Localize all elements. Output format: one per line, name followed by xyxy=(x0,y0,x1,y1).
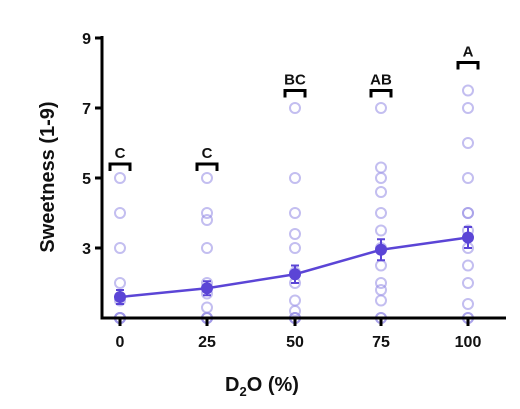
data-point xyxy=(289,294,301,307)
data-point xyxy=(462,207,474,219)
data-point xyxy=(114,172,126,184)
data-point xyxy=(375,102,387,114)
data-point xyxy=(462,102,474,114)
data-point xyxy=(462,172,474,184)
data-point xyxy=(375,224,387,237)
data-point xyxy=(375,277,387,289)
x-tick-label: 75 xyxy=(372,334,390,351)
significance-bracket xyxy=(456,61,480,70)
data-point xyxy=(462,84,474,97)
data-point xyxy=(375,172,387,184)
significance-label: BC xyxy=(284,72,306,89)
significance-bracket xyxy=(369,89,393,98)
data-point xyxy=(114,207,126,219)
significance-label: C xyxy=(202,145,213,162)
mean-marker xyxy=(201,282,213,295)
data-point xyxy=(201,172,213,184)
data-point xyxy=(289,207,301,219)
y-tick-label: 5 xyxy=(82,171,91,188)
axes: 3 5 7 9 0 25 50 75 100 xyxy=(82,31,506,351)
x-tick-label: 50 xyxy=(286,334,304,351)
significance-brackets: C C BC AB A xyxy=(108,44,480,171)
x-tick-label: 0 xyxy=(116,334,125,351)
y-axis-title: Sweetness (1-9) xyxy=(37,101,59,252)
mean-series xyxy=(114,226,474,305)
data-point xyxy=(375,259,387,272)
data-point xyxy=(462,137,474,149)
mean-marker xyxy=(114,291,126,303)
y-tick-label: 9 xyxy=(82,31,91,48)
data-point xyxy=(375,161,387,174)
data-point xyxy=(462,259,474,272)
data-point xyxy=(201,242,213,254)
x-tick-label: 25 xyxy=(198,334,216,351)
data-point xyxy=(114,277,126,289)
data-points xyxy=(114,84,474,324)
y-tick-label: 7 xyxy=(82,101,91,118)
data-point xyxy=(289,172,301,184)
significance-label: A xyxy=(463,44,474,61)
data-point xyxy=(289,305,301,317)
y-tick-label: 3 xyxy=(82,241,91,258)
data-point xyxy=(289,228,301,240)
data-point xyxy=(114,242,126,254)
x-tick-label: 100 xyxy=(455,334,482,351)
data-point xyxy=(375,294,387,307)
data-point xyxy=(462,277,474,289)
data-point xyxy=(289,242,301,254)
significance-label: C xyxy=(115,145,126,162)
significance-bracket xyxy=(195,162,219,171)
significance-bracket xyxy=(108,162,132,171)
data-point xyxy=(375,186,387,198)
mean-marker xyxy=(289,268,301,281)
data-point xyxy=(201,207,213,219)
mean-marker xyxy=(462,231,474,244)
data-point xyxy=(289,102,301,114)
data-point xyxy=(375,284,387,296)
x-axis-title: D2O (%) xyxy=(225,374,299,399)
data-point xyxy=(375,207,387,219)
data-point xyxy=(462,298,474,310)
significance-bracket xyxy=(283,89,307,98)
significance-label: AB xyxy=(370,72,392,89)
data-point xyxy=(201,301,213,314)
data-point xyxy=(201,214,213,226)
mean-marker xyxy=(375,243,387,256)
